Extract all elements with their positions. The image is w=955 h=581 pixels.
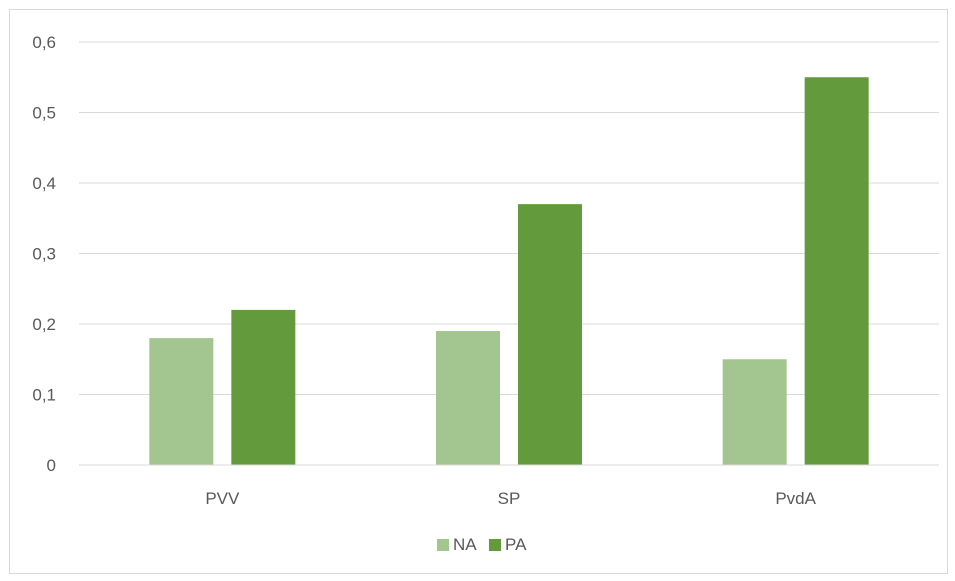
y-tick-label: 0,5 <box>32 104 56 123</box>
bar-pa-sp <box>518 204 582 465</box>
y-axis-tick-labels: 0 0,1 0,2 0,3 0,4 0,5 0,6 <box>32 33 56 475</box>
bar-pa-pvv <box>231 309 296 465</box>
legend: NA PA <box>437 535 527 554</box>
bar-na-sp <box>436 331 500 465</box>
y-tick-label: 0,4 <box>32 174 56 193</box>
x-category-label: PvdA <box>775 489 816 508</box>
legend-swatch-na <box>437 539 449 551</box>
y-tick-label: 0,2 <box>32 315 56 334</box>
bars <box>149 77 869 465</box>
y-tick-label: 0,1 <box>32 386 56 405</box>
gridlines <box>79 41 939 395</box>
bar-na-pvv <box>149 338 214 465</box>
legend-label-pa: PA <box>505 535 527 554</box>
y-tick-label: 0 <box>47 456 56 475</box>
bar-na-pvda <box>722 359 787 465</box>
x-category-label: SP <box>498 489 521 508</box>
bar-pa-pvda <box>804 77 869 465</box>
legend-label-na: NA <box>453 535 477 554</box>
x-category-label: PVV <box>205 489 240 508</box>
y-tick-label: 0,3 <box>32 245 56 264</box>
y-tick-label: 0,6 <box>32 33 56 52</box>
legend-swatch-pa <box>489 539 501 551</box>
x-axis-category-labels: PVV SP PvdA <box>205 489 816 508</box>
chart-frame <box>9 9 948 574</box>
